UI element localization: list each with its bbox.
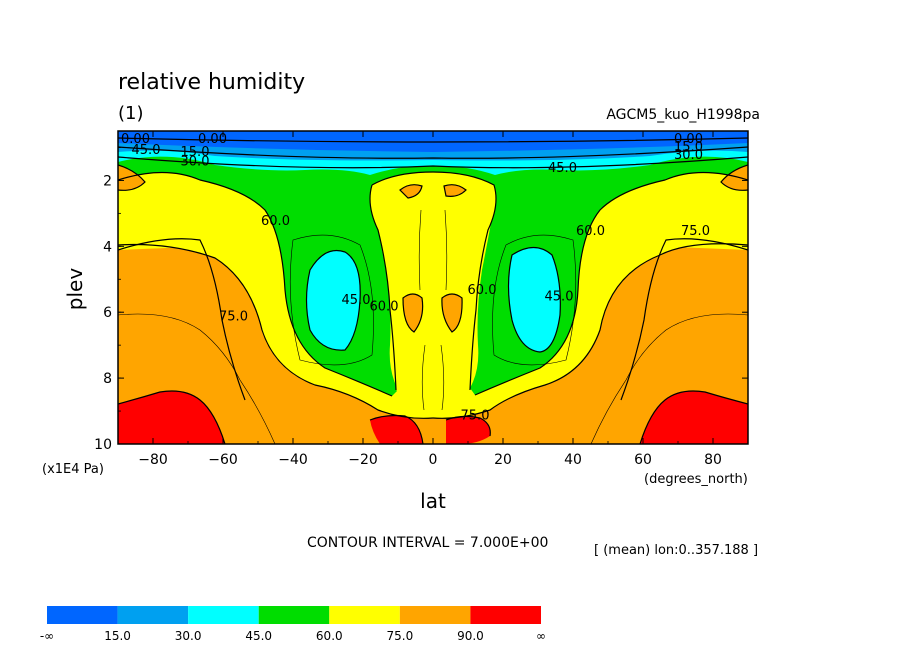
y-tick-label: 2	[103, 173, 112, 189]
contour-label: 15.0	[674, 140, 703, 155]
contour-label: 30.0	[674, 148, 703, 163]
contour-label: 45.0	[548, 161, 577, 176]
colorbar-swatch	[117, 606, 189, 624]
contour-line-cyan-left	[305, 249, 361, 351]
contour-label: 45.0	[342, 293, 371, 308]
contour-line-tropic-inner	[418, 209, 448, 411]
chart-subtitle: (1)	[118, 103, 144, 124]
contour-line-15	[118, 146, 748, 159]
contour-line-sh-lobe	[118, 164, 748, 191]
fill-red-north	[640, 391, 748, 444]
colorbar-label: -∞	[40, 629, 54, 643]
x-axis-units: (degrees_north)	[644, 472, 748, 487]
contour-line-yellow-col	[369, 171, 497, 391]
fill-green	[118, 140, 748, 396]
fill-yellow-column	[370, 172, 496, 402]
colorbar-label: 60.0	[316, 629, 343, 643]
y-axis: 2 4 6 8 10	[94, 147, 748, 453]
fill-red-eq-left	[370, 415, 423, 444]
contour-label: 30.0	[181, 155, 210, 170]
contour-label: 0.00	[121, 132, 150, 147]
contour-line-82-sh	[118, 313, 276, 444]
fill-red-eq-right	[446, 416, 491, 444]
colorbar-swatch	[188, 606, 259, 624]
fill-cyan-left	[306, 250, 361, 351]
contour-line-30	[118, 156, 748, 169]
contour-line-orange-blobs	[399, 184, 467, 333]
contour-label: 60.0	[261, 214, 290, 229]
contour-line-60-nh	[432, 243, 748, 419]
colorbar-label: 45.0	[245, 629, 272, 643]
y-tick-label: 8	[103, 371, 112, 387]
contour-line-red	[118, 390, 748, 444]
fill-orange-tropic-left	[403, 294, 423, 332]
contour-lines	[118, 137, 748, 444]
colorbar-swatch	[470, 606, 541, 624]
y-axis-units: (x1E4 Pa)	[42, 462, 104, 477]
contour-line-60-sh	[118, 243, 434, 419]
dataset-label: AGCM5_kuo_H1998pa	[606, 107, 760, 123]
contour-label: 75.0	[681, 224, 710, 239]
contour-fill	[118, 131, 748, 444]
x-tick-label: −60	[208, 452, 238, 468]
x-tick-label: 0	[429, 452, 438, 468]
contour-line-inner-sh	[289, 234, 374, 366]
colorbar-swatch	[258, 606, 330, 624]
colorbar-swatch	[47, 606, 118, 624]
x-tick-label: −20	[348, 452, 378, 468]
contour-label: 0.00	[198, 132, 227, 147]
fill-yellow-lobe-sh	[118, 165, 145, 191]
colorbar-swatch	[329, 606, 400, 624]
x-tick-label: 60	[634, 452, 652, 468]
contour-label: 60.0	[576, 224, 605, 239]
contour-label: 60.0	[370, 300, 399, 315]
x-tick-label: −40	[278, 452, 308, 468]
colorbar-label: 15.0	[104, 629, 131, 643]
contour-line-inner-nh	[492, 234, 577, 366]
contour-label: 75.0	[219, 310, 248, 325]
x-tick-label: 80	[704, 452, 722, 468]
averaging-text: [ (mean) lon:0..357.188 ]	[594, 543, 758, 558]
contour-label: 15.0	[181, 145, 210, 160]
contour-line-cyan-right	[507, 246, 561, 353]
fill-red-south	[118, 391, 225, 444]
chart-title: relative humidity	[118, 70, 305, 95]
fill-cyan-right	[508, 247, 561, 352]
contour-line-45	[118, 171, 393, 397]
x-axis: −80 −60 −40 −20 0 20 40 60 80	[117, 131, 749, 468]
x-axis-label: lat	[420, 489, 446, 513]
contour-label: 75.0	[461, 408, 490, 423]
x-tick-label: −80	[138, 452, 168, 468]
colorbar-swatch	[399, 606, 471, 624]
contour-label: 0.00	[674, 132, 703, 147]
contour-line-90-sh	[118, 238, 246, 401]
y-tick-label: 6	[103, 305, 112, 321]
x-tick-label: 40	[564, 452, 582, 468]
x-tick-label: 20	[494, 452, 512, 468]
contour-label: 60.0	[468, 283, 497, 298]
contour-line-90-nh	[620, 238, 748, 401]
fill-orange-tropic-right	[441, 294, 463, 332]
contour-label: 45.0	[545, 290, 574, 305]
contour-label: 45.0	[132, 143, 161, 158]
y-tick-label: 4	[103, 239, 112, 255]
contour-line-82-nh	[590, 313, 748, 444]
contour-line-45-nh	[474, 171, 748, 396]
colorbar-label: 90.0	[457, 629, 484, 643]
contour-line-0	[118, 137, 748, 143]
contour-labels: 0.00 0.0015.030.045.00.0015.030.045.060.0…	[121, 132, 710, 423]
y-tick-label: 10	[94, 437, 112, 453]
y-axis-label: plev	[63, 268, 87, 311]
colorbar-label: 30.0	[175, 629, 202, 643]
fill-yellow-lobe-nh	[721, 165, 748, 191]
contour-interval-text: CONTOUR INTERVAL = 7.000E+00	[307, 535, 548, 551]
colorbar: -∞ 15.0 30.0 45.0 60.0 75.0 90.0 ∞	[40, 606, 546, 643]
colorbar-label: ∞	[536, 629, 546, 643]
colorbar-label: 75.0	[386, 629, 413, 643]
